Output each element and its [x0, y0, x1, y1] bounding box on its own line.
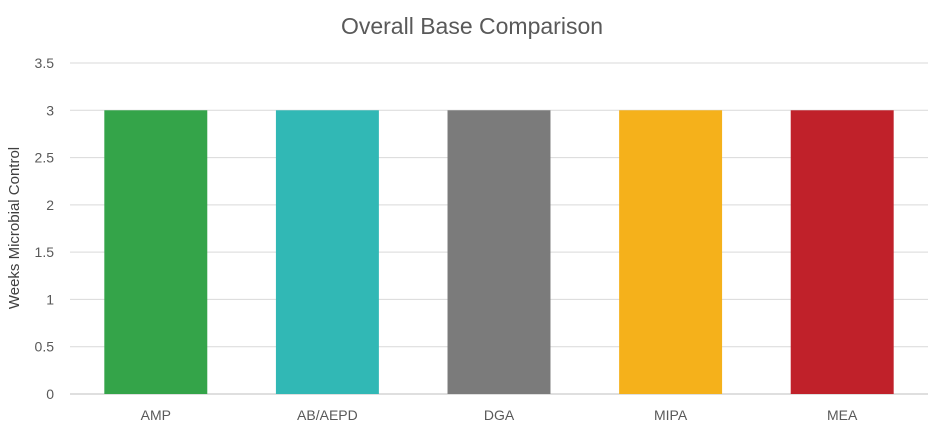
y-tick-label: 3.5 [35, 55, 55, 71]
bar-dga [447, 110, 551, 395]
y-tick-label: 2 [46, 197, 54, 213]
x-tick-label: AB/AEPD [297, 407, 358, 423]
x-tick-label: AMP [141, 407, 171, 423]
chart-title: Overall Base Comparison [341, 13, 603, 39]
y-axis-label: Weeks Microbial Control [6, 147, 23, 309]
y-tick-label: 0.5 [35, 339, 55, 355]
x-tick-label: MEA [827, 407, 858, 423]
x-tick-label: MIPA [654, 407, 688, 423]
x-tick-label: DGA [484, 407, 515, 423]
y-tick-label: 0 [46, 386, 54, 402]
y-tick-label: 1.5 [35, 244, 55, 260]
bar-mea [790, 110, 894, 395]
y-tick-label: 3 [46, 102, 54, 118]
y-tick-label: 1 [46, 291, 54, 307]
bar-ab-aepd [275, 110, 379, 395]
y-tick-label: 2.5 [35, 150, 55, 166]
bar-mipa [619, 110, 723, 395]
bar-amp [104, 110, 208, 395]
